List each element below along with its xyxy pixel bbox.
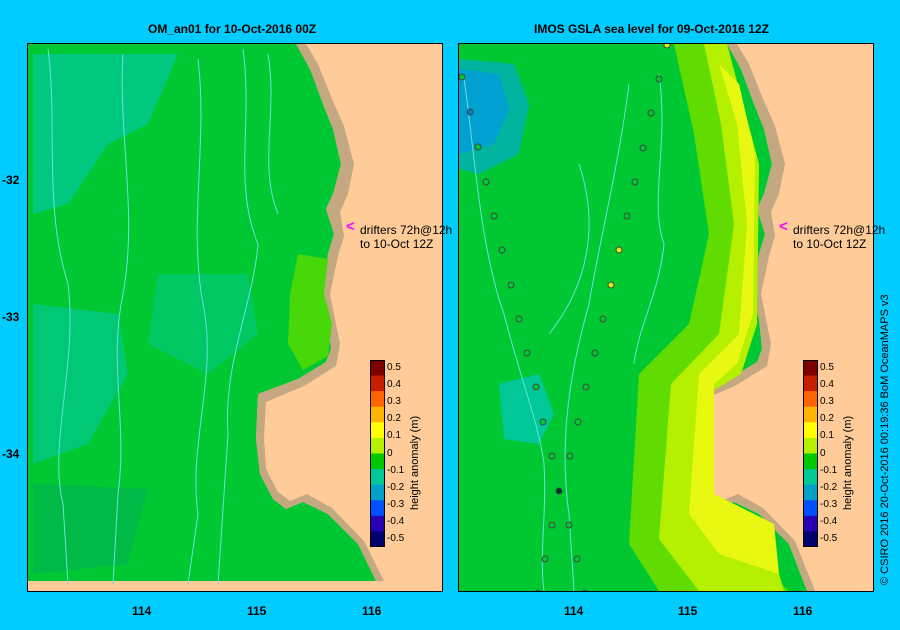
colorbar-tick-label: -0.4	[820, 515, 838, 527]
drifters-note-line1: drifters 72h@12h	[793, 223, 886, 237]
colorbar-right-gradient	[803, 360, 818, 548]
colorbar-tick-label: 0.2	[820, 413, 834, 425]
colorbar-segment	[803, 515, 818, 532]
colorbar-segment	[370, 515, 385, 532]
colorbar-segment	[803, 360, 818, 377]
colorbar-right	[803, 360, 818, 552]
colorbar-tick-label: -0.3	[387, 498, 405, 510]
magenta-arrow-icon: <	[779, 218, 788, 235]
drifters-note-left: < drifters 72h@12h to 10-Oct 12Z	[346, 219, 453, 251]
colorbar-segment	[370, 375, 385, 392]
colorbar-segment	[803, 484, 818, 501]
colorbar-segment	[370, 437, 385, 454]
colorbar-tick-label: -0.1	[820, 464, 838, 476]
colorbar-tick-label: 0.3	[820, 396, 834, 408]
colorbar-left-gradient	[370, 360, 385, 548]
magenta-arrow-icon: <	[346, 218, 355, 235]
colorbar-border	[370, 360, 385, 547]
lon-tick-115-right: 115	[678, 604, 698, 618]
colorbar-segment	[370, 469, 385, 486]
colorbar-segment	[803, 437, 818, 454]
colorbar-tick-label: 0.1	[387, 430, 401, 442]
colorbar-tick-label: -0.5	[820, 533, 838, 545]
colorbar-tick-label: 0.4	[820, 379, 834, 391]
lat-tick-34: -34	[2, 447, 20, 461]
colorbar-segment	[370, 422, 385, 439]
colorbar-tick-label: 0.3	[387, 396, 401, 408]
lat-tick-32: -32	[2, 173, 20, 187]
left-map-title: OM_an01 for 10-Oct-2016 00Z	[148, 22, 317, 36]
drifters-note-line2: to 10-Oct 12Z	[793, 237, 867, 251]
drifters-note-line1: drifters 72h@12h	[360, 223, 453, 237]
credit-text: © CSIRO 2016 20-Oct-2016 00:19:36 BoM Oc…	[879, 294, 891, 585]
drifters-note-right: < drifters 72h@12h to 10-Oct 12Z	[779, 219, 886, 251]
colorbar-tick-label: -0.5	[387, 533, 405, 545]
colorbar-segment	[370, 484, 385, 501]
colorbar-tick-label: 0	[387, 447, 393, 459]
colorbar-segment	[370, 360, 385, 377]
colorbar-border	[803, 360, 818, 547]
lon-tick-116-left: 116	[362, 604, 382, 618]
drifters-note-line2: to 10-Oct 12Z	[360, 237, 434, 251]
colorbar-tick-label: -0.1	[387, 464, 405, 476]
colorbar-segment	[803, 531, 818, 548]
right-map	[458, 43, 874, 592]
colorbar-tick-label: -0.2	[387, 481, 405, 493]
colorbar-segment	[803, 500, 818, 517]
colorbar-left-title: height anomaly (m)	[409, 415, 421, 510]
lon-tick-115-left: 115	[247, 604, 267, 618]
colorbar-segment	[803, 469, 818, 486]
lon-tick-114-left: 114	[132, 604, 152, 618]
lon-tick-114-right: 114	[564, 604, 584, 618]
colorbar-segment	[803, 453, 818, 470]
colorbar-segment	[370, 391, 385, 408]
colorbar-segment	[370, 453, 385, 470]
colorbar-tick-label: 0.5	[387, 362, 401, 373]
colorbar-segment	[370, 500, 385, 517]
lat-tick-33: -33	[2, 310, 20, 324]
colorbar-segment	[803, 422, 818, 439]
colorbar-tick-label: -0.4	[387, 515, 405, 527]
colorbar-left	[370, 360, 385, 552]
colorbar-tick-label: 0	[820, 447, 826, 459]
lon-tick-116-right: 116	[793, 604, 813, 618]
colorbar-tick-label: 0.1	[820, 430, 834, 442]
colorbar-tick-label: -0.3	[820, 498, 838, 510]
colorbar-segment	[803, 375, 818, 392]
colorbar-segment	[803, 406, 818, 423]
colorbar-segment	[803, 391, 818, 408]
colorbar-segment	[370, 531, 385, 548]
colorbar-tick-label: 0.5	[820, 362, 834, 373]
colorbar-tick-label: 0.2	[387, 413, 401, 425]
colorbar-right-title: height anomaly (m)	[842, 415, 854, 510]
right-map-graphic	[459, 44, 873, 591]
colorbar-segment	[370, 406, 385, 423]
colorbar-tick-label: 0.4	[387, 379, 401, 391]
colorbar-tick-label: -0.2	[820, 481, 838, 493]
right-map-title: IMOS GSLA sea level for 09-Oct-2016 12Z	[534, 22, 769, 36]
